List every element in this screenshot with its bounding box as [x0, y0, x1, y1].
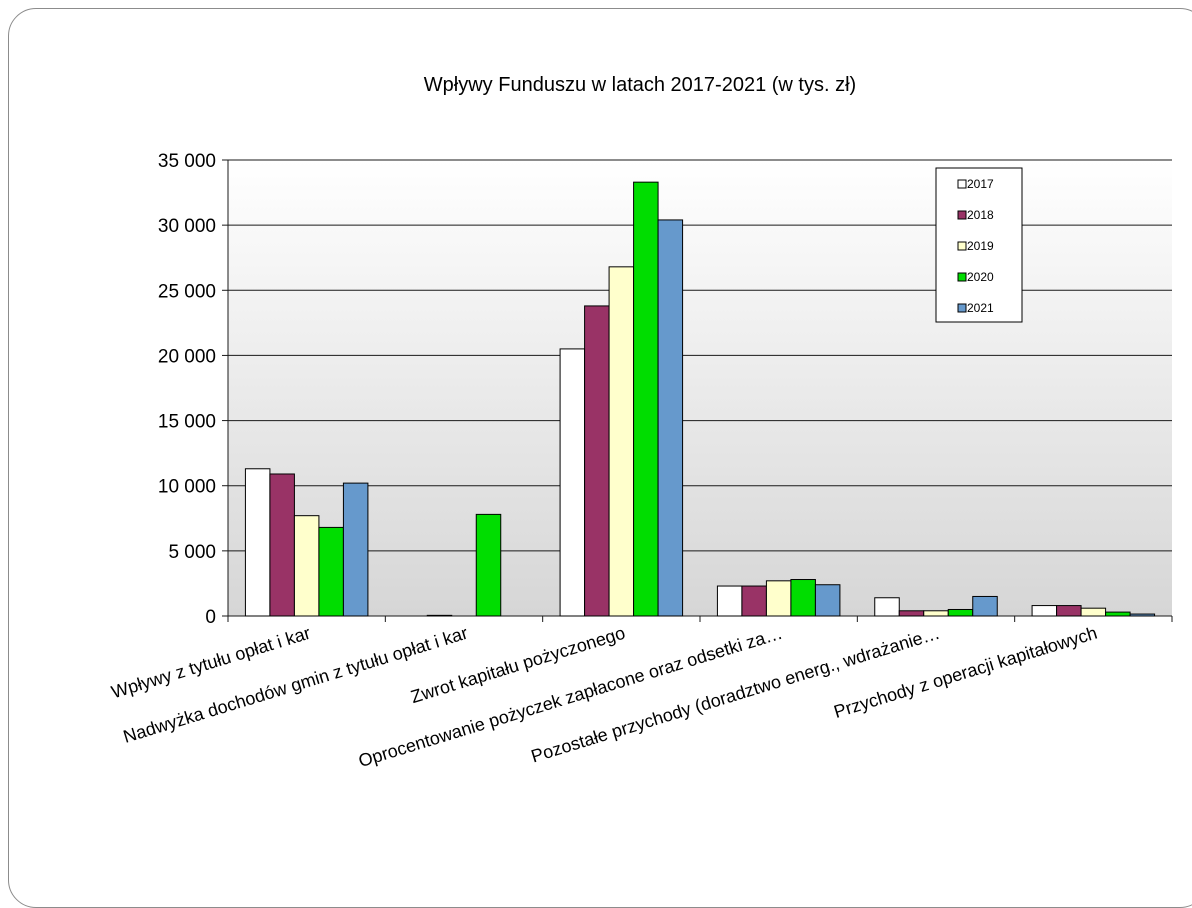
legend: 2017 2018 2019 2020 2021	[935, 167, 1023, 323]
y-tick-label: 0	[205, 607, 216, 628]
bar-2019	[1080, 607, 1107, 617]
legend-swatch	[957, 179, 967, 189]
bar-2020	[633, 181, 659, 617]
bar-2018	[269, 473, 295, 617]
legend-label: 2019	[967, 239, 994, 253]
y-tick-label: 10 000	[158, 477, 216, 498]
bar-2020	[790, 579, 816, 617]
y-tick-label: 15 000	[158, 412, 216, 433]
bar-2020	[318, 526, 344, 617]
bar-2019	[608, 266, 635, 617]
legend-swatch	[957, 303, 967, 313]
legend-label: 2017	[967, 177, 994, 191]
bar-2021	[342, 482, 369, 617]
bar-2018	[426, 614, 453, 617]
y-tick-label: 20 000	[158, 346, 216, 367]
legend-label: 2021	[967, 301, 994, 315]
bar-2019	[293, 515, 320, 617]
bar-2020	[947, 608, 974, 617]
bar-2020	[1105, 611, 1131, 617]
legend-box	[935, 167, 1023, 323]
bar-2017	[1031, 605, 1058, 617]
bar-2021	[1129, 613, 1156, 617]
bar-2021	[657, 219, 684, 617]
y-tick-label: 35 000	[158, 151, 216, 172]
y-tick-label: 30 000	[158, 216, 216, 237]
bar-2018	[898, 610, 925, 617]
bar-2019	[923, 610, 949, 617]
category-label: Przychody z operacji kapitałowych	[832, 623, 1100, 722]
chart-title: Wpływy Funduszu w latach 2017-2021 (w ty…	[424, 74, 856, 96]
bar-2019	[765, 580, 792, 617]
plot-background	[228, 160, 1172, 616]
bar-2018	[1056, 605, 1082, 617]
legend-label: 2018	[967, 208, 994, 222]
legend-label: 2020	[967, 270, 994, 284]
bar-2017	[559, 348, 586, 617]
bar-2017	[244, 468, 271, 617]
bar-2020	[475, 513, 502, 617]
bar-chart: Wpływy Funduszu w latach 2017-2021 (w ty…	[109, 74, 1173, 771]
legend-swatch	[957, 241, 967, 251]
bar-2021	[814, 584, 841, 617]
legend-swatch	[957, 210, 967, 220]
y-tick-label: 5 000	[168, 542, 216, 563]
bar-2017	[716, 585, 743, 617]
bar-2018	[584, 305, 610, 617]
bar-2017	[874, 597, 900, 617]
bar-2021	[972, 595, 998, 617]
bar-2018	[741, 585, 767, 617]
y-tick-label: 25 000	[158, 281, 216, 302]
legend-swatch	[957, 272, 967, 282]
